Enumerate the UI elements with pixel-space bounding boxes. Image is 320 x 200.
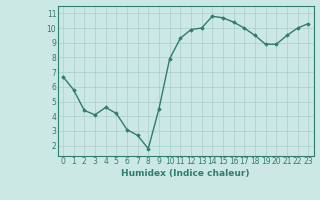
X-axis label: Humidex (Indice chaleur): Humidex (Indice chaleur) bbox=[121, 169, 250, 178]
